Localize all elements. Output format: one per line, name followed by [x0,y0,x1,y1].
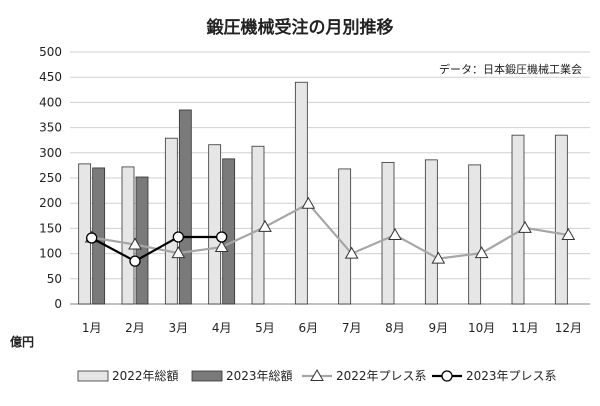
point-2022-press [301,196,316,209]
point-2022-press [171,246,186,259]
x-tick-label: 6月 [299,321,319,335]
y-axis-unit: 億円 [10,334,34,349]
grid-lines [70,51,590,305]
legend-2023-press: 2023年プレス系 [432,369,557,383]
bar-series [78,81,568,305]
point-2022-press [344,246,359,259]
legend: 2022年総額 2023年総額 2022年プレス系 2023年プレス系 [77,368,557,383]
point-2022-press [474,246,489,259]
y-tick-label: 0 [54,297,62,311]
bar-2023-total [135,176,149,305]
x-tick-label: 1月 [82,321,102,335]
point-2023-press [216,231,228,243]
legend-label: 2023年プレス系 [466,369,557,383]
x-tick-label: 10月 [468,321,495,335]
bar-2022-total [511,134,525,305]
point-2022-press [214,240,229,253]
legend-2022-press: 2022年プレス系 [302,368,427,383]
point-2023-press [172,231,184,243]
x-tick-label: 12月 [555,321,582,335]
x-tick-label: 2月 [125,321,145,335]
bar-2022-total [208,144,222,305]
x-tick-label: 9月 [429,321,449,335]
y-tick-label: 50 [47,272,62,286]
line-2023-press [91,235,222,263]
y-tick-label: 450 [39,70,62,84]
x-tick-label: 5月 [255,321,275,335]
point-2022-press [128,237,142,250]
point-2022-press [518,220,532,233]
x-axis-ticks: 1月 2月 3月 4月 5月 6月 7月 8月 9月 10月 11月 12月 [82,321,582,335]
bar-2022-total [424,159,438,305]
point-2022-press [258,219,272,232]
data-source-note: データ：日本鍛圧機械工業会 [439,62,582,76]
legend-marker [310,368,324,381]
line-series [84,196,576,267]
legend-label: 2022年総額 [112,369,179,383]
point-2023-press [86,232,98,244]
x-tick-label: 7月 [342,321,362,335]
bar-2023-total [222,158,236,305]
y-tick-label: 250 [39,171,62,185]
line-2022-press [91,202,569,260]
legend-marker [441,370,453,382]
bar-2022-total [164,137,178,305]
point-2022-press [388,227,402,240]
legend-2023-total: 2023年総額 [191,369,293,383]
x-tick-label: 11月 [511,321,538,335]
point-2022-press [431,251,446,264]
legend-label: 2022年プレス系 [336,369,427,383]
bar-2022-total [294,81,308,305]
point-2023-press [129,255,141,267]
y-tick-label: 350 [39,121,62,135]
legend-swatch [191,370,223,382]
y-axis-ticks: 0 50 100 150 200 250 300 350 400 450 500 [39,45,62,311]
x-tick-label: 4月 [212,321,232,335]
bar-2022-total [468,164,482,305]
chart-title: 鍛圧機械受注の月別推移 [207,17,394,38]
legend-label: 2023年総額 [226,369,293,383]
x-tick-label: 3月 [169,321,189,335]
legend-swatch [77,370,109,382]
y-tick-label: 200 [39,196,62,210]
bar-2022-total [338,168,352,305]
bar-2022-total [121,166,135,305]
bar-2023-total [178,109,192,305]
y-tick-label: 300 [39,146,62,160]
y-tick-label: 500 [39,45,62,59]
y-tick-label: 150 [39,221,62,235]
x-tick-label: 8月 [385,321,405,335]
legend-2022-total: 2022年総額 [77,369,179,383]
y-tick-label: 100 [39,247,62,261]
point-2022-press [561,227,576,240]
bar-2022-total [554,134,568,305]
y-tick-label: 400 [39,95,62,109]
